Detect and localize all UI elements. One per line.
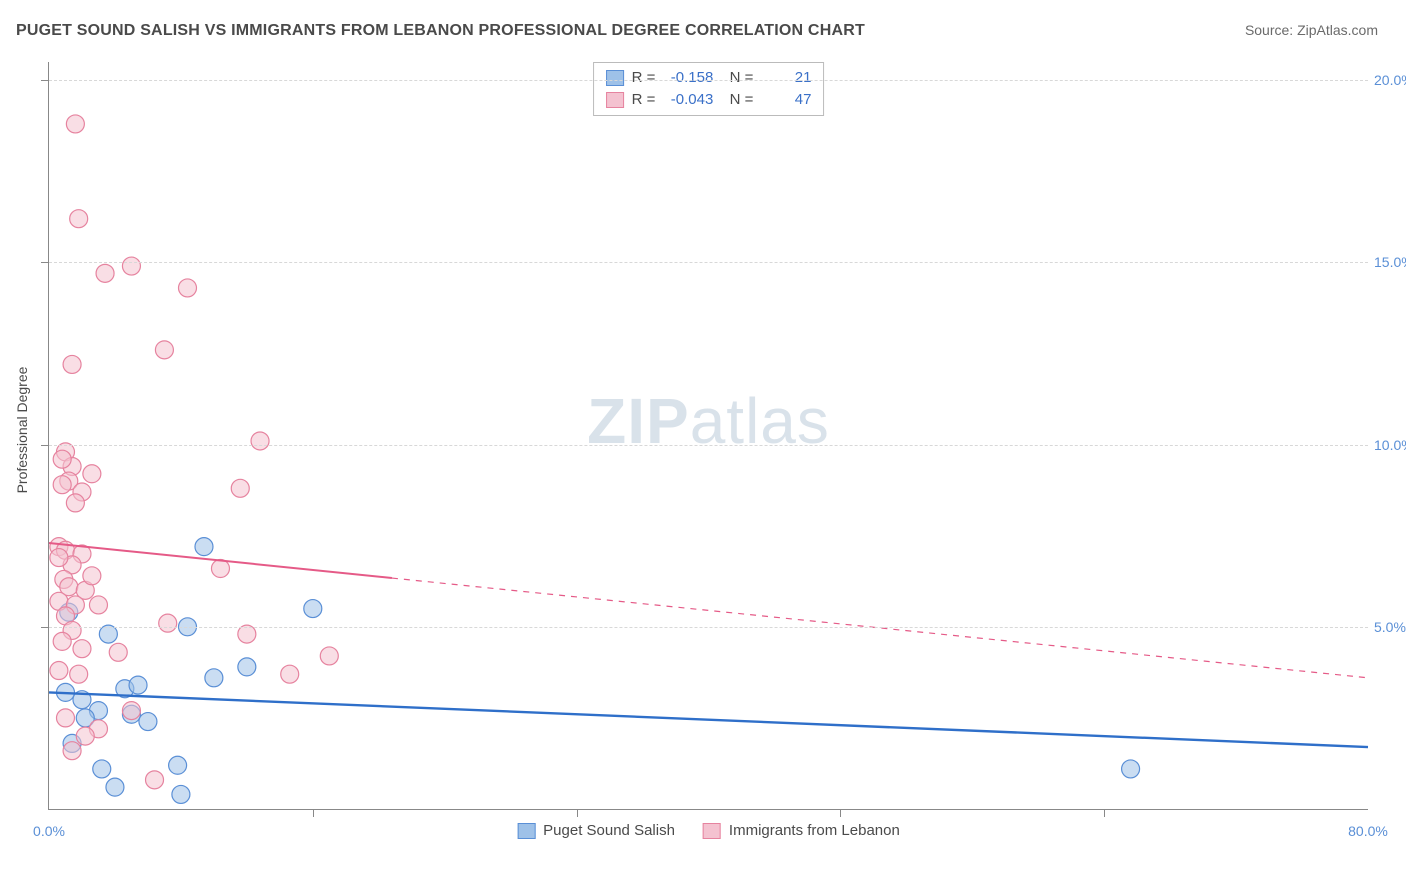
scatter-point <box>83 567 101 585</box>
gridline <box>49 445 1368 446</box>
x-tick <box>577 809 578 817</box>
scatter-point <box>122 257 140 275</box>
scatter-point <box>66 115 84 133</box>
legend-label-0: Puget Sound Salish <box>543 822 675 839</box>
scatter-point <box>304 600 322 618</box>
bottom-legend: Puget Sound Salish Immigrants from Leban… <box>517 822 900 839</box>
stats-r-value-1: -0.043 <box>663 89 713 111</box>
scatter-point <box>159 614 177 632</box>
scatter-point <box>155 341 173 359</box>
stats-n-value-0: 21 <box>761 67 811 89</box>
y-tick <box>41 627 49 628</box>
gridline <box>49 262 1368 263</box>
scatter-point <box>195 538 213 556</box>
scatter-point <box>1122 760 1140 778</box>
scatter-point <box>211 560 229 578</box>
stats-n-value-1: 47 <box>761 89 811 111</box>
y-tick <box>41 445 49 446</box>
scatter-point <box>146 771 164 789</box>
stats-box: R = -0.158 N = 21 R = -0.043 N = 47 <box>593 62 825 116</box>
scatter-point <box>281 665 299 683</box>
scatter-point <box>50 662 68 680</box>
scatter-point <box>53 450 71 468</box>
regression-line-dashed <box>392 578 1368 678</box>
legend-swatch-1 <box>703 823 721 839</box>
y-axis-title: Professional Degree <box>14 367 30 494</box>
legend-item-1: Immigrants from Lebanon <box>703 822 900 839</box>
stats-row-0: R = -0.158 N = 21 <box>606 67 812 89</box>
scatter-point <box>93 760 111 778</box>
legend-label-1: Immigrants from Lebanon <box>729 822 900 839</box>
y-tick-label: 10.0% <box>1374 437 1406 453</box>
scatter-point <box>122 702 140 720</box>
scatter-point <box>83 465 101 483</box>
chart-title: PUGET SOUND SALISH VS IMMIGRANTS FROM LE… <box>16 22 865 40</box>
scatter-point <box>63 355 81 373</box>
scatter-point <box>70 210 88 228</box>
y-tick <box>41 80 49 81</box>
scatter-point <box>238 658 256 676</box>
scatter-point <box>231 479 249 497</box>
regression-line <box>49 692 1368 747</box>
stats-row-1: R = -0.043 N = 47 <box>606 89 812 111</box>
scatter-point <box>63 742 81 760</box>
x-tick <box>1104 809 1105 817</box>
scatter-point <box>66 494 84 512</box>
scatter-point <box>56 709 74 727</box>
gridline <box>49 80 1368 81</box>
scatter-point <box>89 596 107 614</box>
scatter-point <box>129 676 147 694</box>
y-tick-label: 15.0% <box>1374 254 1406 270</box>
scatter-point <box>205 669 223 687</box>
y-tick-label: 5.0% <box>1374 619 1406 635</box>
scatter-point <box>106 778 124 796</box>
scatter-point <box>76 727 94 745</box>
stats-r-value-0: -0.158 <box>663 67 713 89</box>
stats-swatch-1 <box>606 92 624 108</box>
scatter-point <box>73 640 91 658</box>
chart-plot-area: ZIPatlas R = -0.158 N = 21 R = -0.043 N … <box>48 62 1368 810</box>
scatter-point <box>251 432 269 450</box>
stats-n-label: N = <box>721 89 753 111</box>
stats-n-label: N = <box>721 67 753 89</box>
scatter-point <box>50 549 68 567</box>
plot-svg <box>49 62 1368 809</box>
scatter-point <box>53 632 71 650</box>
stats-swatch-0 <box>606 70 624 86</box>
scatter-point <box>53 476 71 494</box>
scatter-point <box>320 647 338 665</box>
scatter-point <box>96 264 114 282</box>
scatter-point <box>109 643 127 661</box>
source-label: Source: ZipAtlas.com <box>1245 22 1378 38</box>
x-axis-max-label: 80.0% <box>1348 823 1388 839</box>
scatter-point <box>178 279 196 297</box>
y-tick-label: 20.0% <box>1374 72 1406 88</box>
scatter-point <box>172 785 190 803</box>
scatter-point <box>169 756 187 774</box>
stats-r-label: R = <box>632 67 656 89</box>
x-tick <box>840 809 841 817</box>
scatter-point <box>139 713 157 731</box>
legend-item-0: Puget Sound Salish <box>517 822 675 839</box>
legend-swatch-0 <box>517 823 535 839</box>
gridline <box>49 627 1368 628</box>
x-tick <box>313 809 314 817</box>
x-axis-min-label: 0.0% <box>33 823 65 839</box>
y-tick <box>41 262 49 263</box>
stats-r-label: R = <box>632 89 656 111</box>
scatter-point <box>70 665 88 683</box>
